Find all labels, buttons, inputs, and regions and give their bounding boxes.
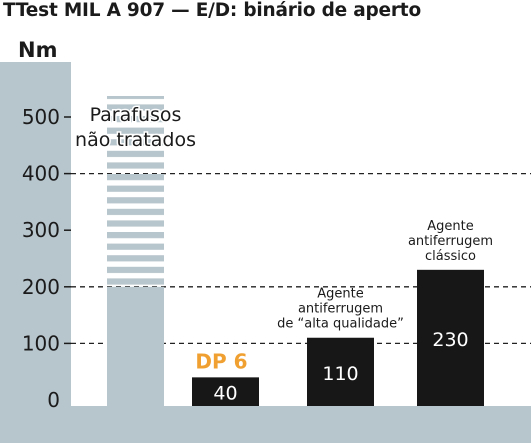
bar-1 <box>192 377 259 406</box>
bar-category-label: Parafusos <box>90 104 182 126</box>
bar-category-label: Agente <box>427 219 473 234</box>
y-axis-label: Nm <box>18 38 57 62</box>
y-tick-label: 100 <box>22 331 60 355</box>
bar-parafusos-nao-tratados <box>107 286 164 406</box>
y-axis-panel <box>0 62 71 443</box>
bar-value-label: 230 <box>432 329 468 351</box>
bar-category-label: de “alta qualidade” <box>277 317 404 332</box>
bar-3 <box>417 269 484 406</box>
bar-category-label: antiferrugem <box>298 302 383 317</box>
y-tick-label: 0 <box>47 388 60 412</box>
y-tick-label: 400 <box>22 162 60 186</box>
bar-category-label: não tratados <box>75 129 196 151</box>
bar-value-label: 40 <box>213 383 237 405</box>
y-tick-label: 300 <box>22 218 60 242</box>
chart-title: TTest MIL A 907 — E/D: binário de aperto <box>3 0 421 21</box>
bar-category-label: Agente <box>317 287 363 302</box>
bar-overflow-stripes <box>107 96 164 287</box>
y-tick-label: 200 <box>22 275 60 299</box>
bar-category-label: DP 6 <box>195 349 247 373</box>
bar-2 <box>307 337 374 406</box>
x-axis-baseline <box>0 406 531 443</box>
bar-category-label: antiferrugem <box>408 234 493 249</box>
y-tick-label: 500 <box>22 105 60 129</box>
bar-value-label: 110 <box>322 363 358 385</box>
bar-category-label: clássico <box>425 249 476 264</box>
